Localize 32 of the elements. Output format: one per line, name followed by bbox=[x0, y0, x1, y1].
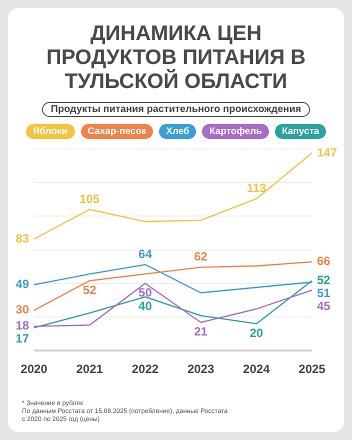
x-tick-label: 2021 bbox=[76, 362, 104, 376]
data-label: 50 bbox=[138, 286, 152, 300]
data-label: 66 bbox=[317, 254, 331, 268]
data-label: 51 bbox=[317, 286, 331, 300]
text: Капуста bbox=[274, 124, 326, 139]
chart-subtitle: Продукты питания растительного происхождения bbox=[42, 102, 310, 117]
data-label: 105 bbox=[80, 192, 100, 206]
x-tick-label: 2020 bbox=[20, 362, 48, 376]
data-label: 147 bbox=[317, 145, 338, 160]
data-label: 45 bbox=[317, 299, 331, 314]
data-label: 62 bbox=[194, 250, 208, 264]
text: Картофель bbox=[202, 124, 269, 139]
data-label: 113 bbox=[246, 181, 266, 196]
data-label: 17 bbox=[16, 332, 30, 346]
data-label: 40 bbox=[138, 299, 152, 314]
data-label: 83 bbox=[16, 231, 30, 246]
text: Яблоки bbox=[26, 124, 75, 139]
text: Хлеб bbox=[159, 124, 196, 139]
x-tick-label: 2025 bbox=[298, 362, 326, 376]
x-tick-label: 2022 bbox=[132, 362, 159, 376]
x-tick-label: 2024 bbox=[243, 362, 270, 376]
data-label: 30 bbox=[16, 302, 30, 317]
text: Сахар-песок bbox=[80, 124, 154, 139]
x-tick-label: 2023 bbox=[187, 362, 214, 376]
data-label: 64 bbox=[138, 246, 152, 261]
data-label: 52 bbox=[82, 283, 97, 298]
chart-title: ДИНАМИКА ЦЕН ПРОДУКТОВ ПИТАНИЯ В ТУЛЬСКОЙ ОБЛАСТИ bbox=[45, 22, 307, 94]
data-label: 52 bbox=[317, 273, 331, 288]
data-label: 21 bbox=[194, 324, 208, 339]
data-label: 49 bbox=[16, 277, 30, 292]
data-label: 20 bbox=[250, 326, 264, 340]
data-label: 18 bbox=[16, 318, 30, 333]
